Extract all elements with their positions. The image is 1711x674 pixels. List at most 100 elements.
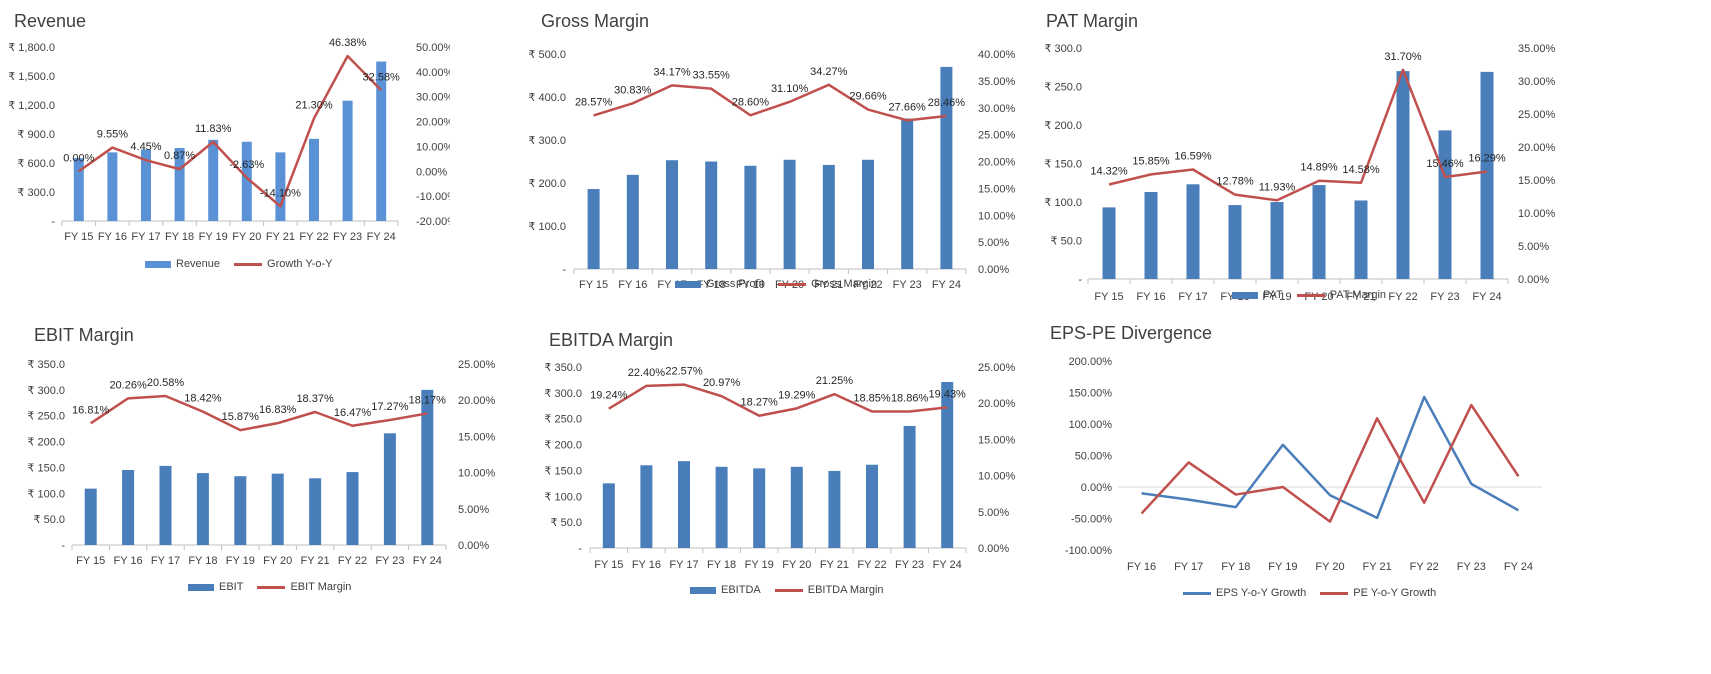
chart-title: EPS-PE Divergence (1050, 323, 1213, 343)
bar (159, 465, 172, 545)
data-label: 31.10% (771, 83, 809, 95)
y-right-tick-label: 5.00% (458, 504, 489, 516)
x-tick-label: FY 22 (857, 559, 886, 571)
data-label: 11.93% (1259, 181, 1296, 193)
x-tick-label: FY 15 (76, 555, 105, 567)
y-left-tick-label: ₹ 100.0 (27, 488, 65, 500)
y-right-tick-label: 10.00% (978, 471, 1016, 483)
data-label: 12.78% (1216, 176, 1254, 188)
y-right-tick-label: 10.00% (1518, 208, 1556, 220)
x-tick-label: FY 17 (669, 559, 698, 571)
y-tick-label: 200.00% (1069, 356, 1113, 368)
bar (640, 465, 653, 548)
y-right-tick-label: 25.00% (978, 362, 1016, 374)
legend-item-line: Growth Y-o-Y (234, 258, 332, 270)
data-label: 16.81% (72, 404, 110, 416)
y-right-tick-label: 5.00% (978, 507, 1009, 519)
data-label: 19.43% (929, 388, 967, 400)
legend-label: PAT (1263, 289, 1283, 301)
data-label: 16.83% (259, 404, 297, 416)
x-tick-label: FY 23 (895, 559, 924, 571)
x-tick-label: FY 15 (64, 231, 93, 243)
y-left-tick-label: ₹ 500.0 (528, 49, 566, 61)
legend-item-line: Gross Margin (778, 278, 877, 290)
x-tick-label: FY 19 (226, 555, 255, 567)
y-right-tick-label: 10.00% (416, 141, 450, 153)
data-label: 15.87% (222, 411, 260, 423)
y-left-tick-label: - (562, 264, 566, 276)
legend-swatch (145, 260, 171, 268)
data-label: 18.85% (853, 393, 891, 405)
legend-item-bar: EBITDA (690, 584, 761, 596)
data-label: 30.83% (614, 84, 652, 96)
legend-label: EBIT (219, 581, 244, 593)
legend-item-line: PAT Margin (1296, 289, 1386, 301)
bar (275, 152, 286, 221)
chart-legend: EBIT EBIT Margin (188, 581, 351, 593)
x-tick-label: FY 18 (707, 559, 736, 571)
bar (208, 139, 219, 221)
series-line (78, 54, 383, 208)
y-left-tick-label: ₹ 1,800.0 (8, 42, 55, 54)
eps-growth-line (1141, 395, 1520, 520)
bar (174, 148, 185, 221)
y-left-tick-label: ₹ 150.0 (27, 462, 65, 474)
y-right-tick-label: 15.00% (458, 431, 496, 443)
x-tick-label: FY 23 (333, 231, 362, 243)
y-right-tick-label: 20.00% (1518, 142, 1556, 154)
y-right-tick-label: 30.00% (416, 92, 450, 104)
y-left-tick-label: - (578, 543, 582, 555)
legend-swatch (188, 583, 214, 591)
y-left-tick-label: ₹ 150.0 (1044, 159, 1082, 171)
y-left-tick-label: ₹ 900.0 (17, 129, 55, 141)
x-tick-label: FY 24 (367, 231, 396, 243)
y-right-tick-label: 25.00% (1518, 109, 1556, 121)
data-label: 18.42% (184, 393, 222, 405)
legend-label: EBITDA Margin (807, 584, 884, 596)
y-left-tick-label: ₹ 250.0 (544, 414, 582, 426)
y-left-tick-label: ₹ 50.0 (34, 514, 65, 526)
bar (678, 461, 690, 548)
y-tick-label: -50.00% (1071, 514, 1112, 526)
bar (141, 149, 151, 221)
y-right-tick-label: 15.00% (978, 183, 1016, 195)
bar (626, 174, 639, 269)
bar (790, 466, 803, 548)
bar (122, 470, 135, 545)
bar (107, 152, 118, 221)
legend-item-line: EBITDA Margin (774, 584, 884, 596)
legend-swatch (234, 262, 263, 266)
series-line (608, 383, 948, 417)
data-label: 4.45% (130, 141, 161, 153)
chart-title: Revenue (14, 11, 87, 31)
x-tick-label: FY 20 (782, 559, 811, 571)
data-label: 19.29% (778, 389, 816, 401)
x-tick-label: FY 19 (199, 231, 228, 243)
x-tick-label: FY 15 (1094, 291, 1123, 303)
legend-swatch (690, 586, 716, 594)
x-tick-label: FY 21 (820, 559, 849, 571)
legend-label: Gross Margin (811, 278, 878, 290)
y-tick-label: 100.00% (1069, 419, 1113, 431)
chart-title: EBIT Margin (34, 325, 134, 345)
y-left-tick-label: ₹ 50.0 (551, 517, 582, 529)
data-label: 32.58% (363, 71, 401, 83)
y-left-tick-label: - (61, 540, 65, 552)
x-tick-label: FY 23 (1457, 561, 1486, 573)
legend-swatch (675, 280, 701, 288)
x-tick-label: FY 22 (299, 231, 328, 243)
data-label: 14.32% (1090, 165, 1128, 177)
series-line (1108, 68, 1488, 202)
x-tick-label: FY 24 (933, 559, 962, 571)
y-left-tick-label: ₹ 150.0 (544, 465, 582, 477)
bar (1186, 184, 1200, 279)
data-label: 34.27% (810, 66, 848, 78)
x-tick-label: FY 23 (375, 555, 404, 567)
bar (383, 433, 396, 545)
bar (744, 165, 757, 269)
chart-legend: Revenue Growth Y-o-Y (145, 258, 332, 270)
y-right-tick-label: 20.00% (978, 398, 1016, 410)
x-tick-label: FY 24 (932, 279, 961, 291)
y-right-tick-label: 5.00% (1518, 241, 1549, 253)
